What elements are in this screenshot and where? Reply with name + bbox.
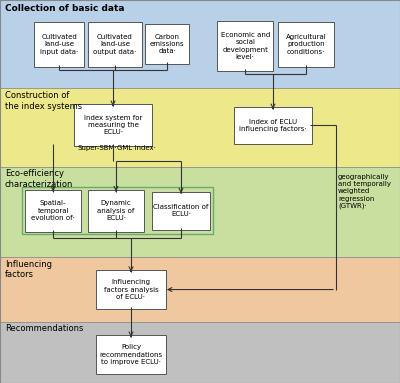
FancyBboxPatch shape xyxy=(25,190,81,232)
FancyBboxPatch shape xyxy=(88,190,144,232)
Text: Index of ECLU
influencing factors·: Index of ECLU influencing factors· xyxy=(239,119,307,132)
FancyBboxPatch shape xyxy=(96,270,166,309)
Bar xyxy=(0,0,400,88)
Text: Collection of basic data: Collection of basic data xyxy=(5,4,124,13)
Text: Cultivated
land-use
input data·: Cultivated land-use input data· xyxy=(40,34,78,55)
FancyBboxPatch shape xyxy=(74,104,152,146)
FancyBboxPatch shape xyxy=(96,335,166,374)
FancyBboxPatch shape xyxy=(217,21,273,71)
Text: Policy
recommendations
to improve ECLU·: Policy recommendations to improve ECLU· xyxy=(100,344,162,365)
Text: Cultivated
land-use
output data·: Cultivated land-use output data· xyxy=(93,34,137,55)
Text: Super-SBM·: Super-SBM· xyxy=(78,145,118,151)
FancyBboxPatch shape xyxy=(234,107,312,144)
Text: Eco-efficiency
characterization: Eco-efficiency characterization xyxy=(5,169,73,189)
FancyBboxPatch shape xyxy=(34,22,84,67)
Bar xyxy=(0,257,400,322)
FancyBboxPatch shape xyxy=(278,22,334,67)
Text: Influencing
factors analysis
of ECLU·: Influencing factors analysis of ECLU· xyxy=(104,279,158,300)
Text: Influencing
factors: Influencing factors xyxy=(5,260,52,280)
Text: Construction of
the index systems: Construction of the index systems xyxy=(5,91,82,111)
Text: Dynamic
analysis of
ECLU·: Dynamic analysis of ECLU· xyxy=(97,200,135,221)
Text: geographically
and temporally
weighted
regression
(GTWR)·: geographically and temporally weighted r… xyxy=(338,174,391,209)
Text: Economic and
social
development
level·: Economic and social development level· xyxy=(220,32,270,60)
Bar xyxy=(0,167,400,257)
Text: Recommendations: Recommendations xyxy=(5,324,83,333)
Text: Classification of
ECLU·: Classification of ECLU· xyxy=(153,204,209,217)
FancyBboxPatch shape xyxy=(145,24,189,64)
FancyBboxPatch shape xyxy=(88,22,142,67)
Bar xyxy=(0,88,400,167)
Bar xyxy=(0,322,400,383)
Text: Agricultural
production
conditions·: Agricultural production conditions· xyxy=(286,34,326,55)
Text: Carbon
emissions
data·: Carbon emissions data· xyxy=(150,34,184,54)
Text: Spatial-
temporal
evolution of·: Spatial- temporal evolution of· xyxy=(31,200,75,221)
Text: GML index·: GML index· xyxy=(117,145,156,151)
Text: Index system for
measuring the
ECLU·: Index system for measuring the ECLU· xyxy=(84,115,142,135)
FancyBboxPatch shape xyxy=(152,192,210,230)
